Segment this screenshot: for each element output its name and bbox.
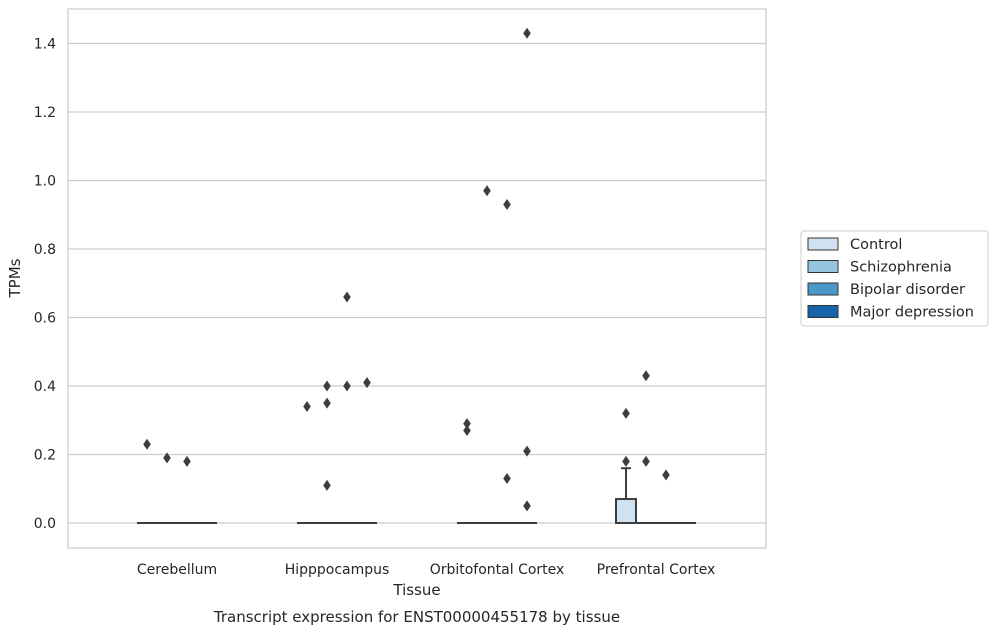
legend-swatch	[807, 237, 839, 251]
y-tick-label: 1.4	[34, 37, 56, 53]
plot-frame	[67, 8, 767, 549]
legend-swatch	[807, 260, 839, 273]
x-axis-label: Tissue	[392, 581, 440, 599]
outlier-point	[622, 407, 630, 419]
outlier-point	[642, 455, 650, 467]
y-tick-label: 0.8	[34, 242, 56, 258]
outlier-point	[523, 500, 531, 512]
y-tick-label: 0.0	[34, 516, 56, 532]
outlier-point	[483, 185, 491, 197]
y-tick-label: 1.0	[34, 174, 56, 190]
legend-label: Major depression	[850, 305, 974, 321]
outlier-point	[523, 27, 531, 39]
boxes	[137, 467, 696, 524]
legend-frame	[800, 230, 989, 327]
x-tick-label: Prefrontal Cortex	[597, 562, 716, 578]
legend-label: Control	[850, 237, 902, 253]
outlier-points	[143, 27, 670, 512]
x-axis-ticks: Cerebellum Hipppocampus Orbitofontal Corte…	[137, 562, 715, 578]
outlier-point	[463, 425, 471, 437]
outlier-point	[363, 377, 371, 389]
y-tick-label: 0.2	[34, 448, 56, 464]
legend: Control Schizophrenia Bipolar disorder Majo…	[800, 230, 989, 327]
outlier-point	[343, 291, 351, 303]
outlier-point	[343, 380, 351, 392]
y-tick-label: 0.6	[34, 311, 56, 327]
outlier-point	[523, 445, 531, 457]
y-axis-ticks: 0.0 0.2 0.4 0.6 0.8 1.0 1.2 1.4	[34, 37, 56, 533]
legend-swatch	[807, 305, 839, 318]
y-tick-label: 1.2	[34, 105, 56, 121]
box-body	[615, 498, 637, 524]
outlier-point	[642, 370, 650, 382]
legend-label: Bipolar disorder	[850, 282, 965, 298]
x-tick-label: Hipppocampus	[285, 562, 390, 578]
legend-swatch	[807, 282, 839, 296]
box-prefrontal-cortex-control	[615, 467, 637, 524]
outlier-point	[323, 397, 331, 409]
outlier-point	[503, 198, 511, 210]
outlier-point	[183, 455, 191, 467]
outlier-point	[622, 455, 630, 467]
y-tick-label: 0.4	[34, 379, 56, 395]
outlier-point	[163, 452, 171, 464]
outlier-point	[662, 469, 670, 481]
x-tick-label: Cerebellum	[137, 562, 217, 578]
outlier-point	[143, 438, 151, 450]
x-tick-label: Orbitofontal Cortex	[430, 562, 565, 578]
outlier-point	[303, 401, 311, 413]
outlier-point	[323, 380, 331, 392]
outlier-point	[503, 472, 511, 484]
chart-caption: Transcript expression for ENST0000045517…	[213, 608, 620, 626]
y-axis-label: TPMs	[6, 258, 24, 298]
grid-lines	[68, 42, 766, 524]
outlier-point	[323, 479, 331, 491]
outlier-point	[463, 418, 471, 430]
legend-label: Schizophrenia	[850, 260, 952, 276]
